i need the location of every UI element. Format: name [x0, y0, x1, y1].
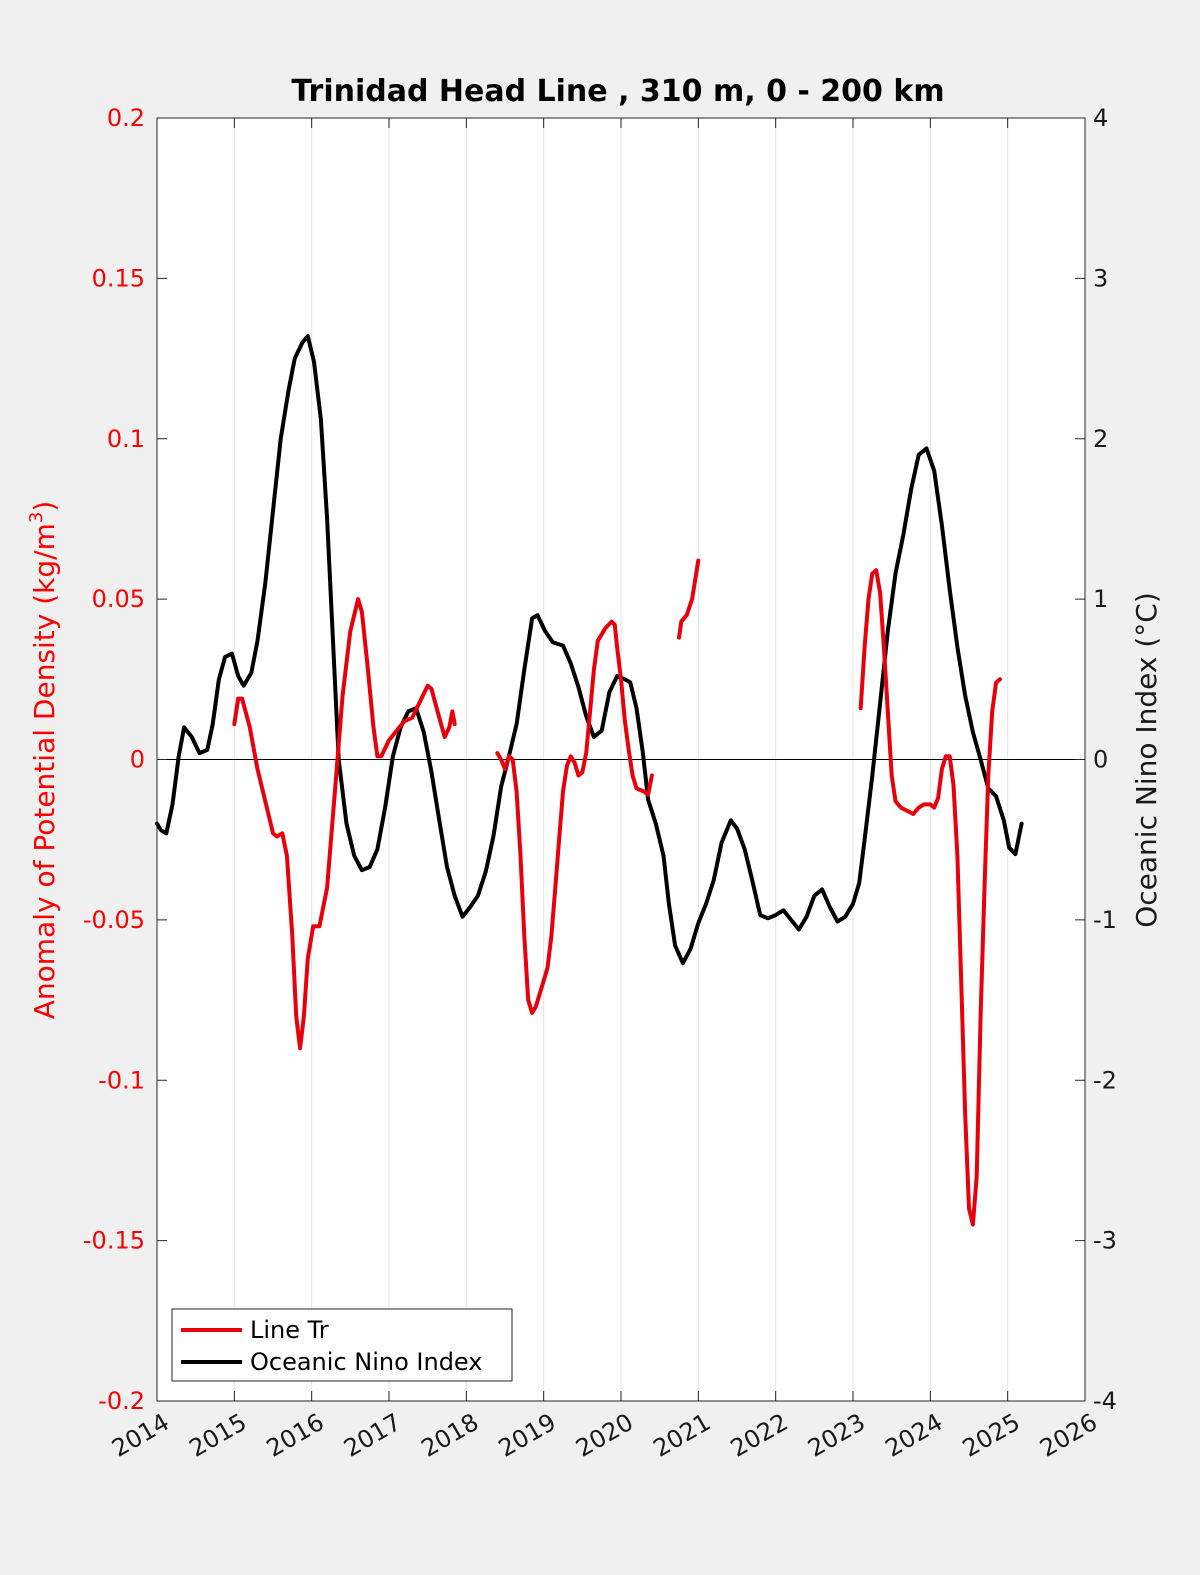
y-right-tick-label: -1 — [1093, 906, 1117, 934]
y-left-tick-label: 0.15 — [92, 264, 145, 292]
y-right-tick-label: 0 — [1093, 746, 1108, 774]
y-left-tick-label: -0.05 — [83, 906, 145, 934]
series-line-tr-line — [677, 558, 701, 640]
y-left-tick-label: -0.2 — [98, 1387, 145, 1415]
y-left-tick-label: 0.1 — [107, 425, 145, 453]
left-axis: 0.2 0.15 0.1 0.05 0 -0.05 -0.1 -0.15 -0.2 — [83, 104, 167, 1415]
series-line-tr-line — [858, 568, 1002, 1227]
legend: Line Tr Oceanic Nino Index — [171, 1308, 513, 1382]
series-line-tr-line — [495, 619, 654, 1015]
y-left-tick-label: 0.05 — [92, 585, 145, 613]
y-left-tick-label: -0.15 — [83, 1227, 145, 1255]
right-axis: 4 3 2 1 0 -1 -2 -3 -4 — [1075, 104, 1117, 1415]
y-right-tick-label: -3 — [1093, 1227, 1117, 1255]
y-right-tick-label: -4 — [1093, 1387, 1117, 1415]
series-oceanic-nino-index-line — [155, 334, 1024, 966]
y-right-tick-label: 3 — [1093, 264, 1108, 292]
y-right-tick-label: 1 — [1093, 585, 1108, 613]
y-right-tick-label: 4 — [1093, 104, 1108, 132]
legend-label-oni: Oceanic Nino Index — [250, 1348, 482, 1376]
series-line-tr-line — [232, 597, 457, 1051]
legend-box — [171, 1308, 513, 1382]
legend-label-line-tr: Line Tr — [250, 1316, 329, 1344]
series-layer — [155, 334, 1024, 1227]
chart-title: Trinidad Head Line , 310 m, 0 - 200 km — [291, 74, 944, 109]
y-left-tick-label: 0 — [130, 746, 145, 774]
y-left-tick-label: 0.2 — [107, 104, 145, 132]
y-axis-right-label: Oceanic Nino Index (°C) — [1130, 592, 1163, 928]
y-right-tick-label: -2 — [1093, 1066, 1117, 1094]
y-left-tick-label: -0.1 — [98, 1066, 145, 1094]
y-axis-left-label: Anomaly of Potential Density (kg/m3) — [26, 501, 61, 1020]
y-right-tick-label: 2 — [1093, 425, 1108, 453]
